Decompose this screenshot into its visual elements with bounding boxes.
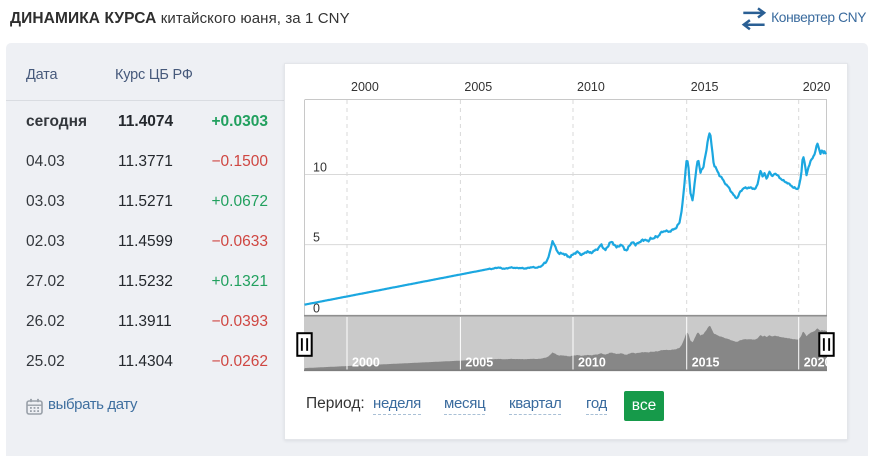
svg-text:2005: 2005: [464, 80, 492, 94]
svg-text:2020: 2020: [804, 356, 832, 370]
svg-text:2015: 2015: [692, 356, 720, 370]
svg-text:2000: 2000: [351, 80, 379, 94]
svg-text:2005: 2005: [465, 356, 493, 370]
svg-text:2020: 2020: [803, 80, 831, 94]
svg-text:0: 0: [313, 302, 320, 316]
svg-text:2010: 2010: [578, 356, 606, 370]
svg-text:5: 5: [313, 231, 320, 245]
svg-text:2015: 2015: [691, 80, 719, 94]
svg-text:10: 10: [313, 161, 327, 175]
svg-text:2000: 2000: [352, 356, 380, 370]
svg-text:2010: 2010: [577, 80, 605, 94]
